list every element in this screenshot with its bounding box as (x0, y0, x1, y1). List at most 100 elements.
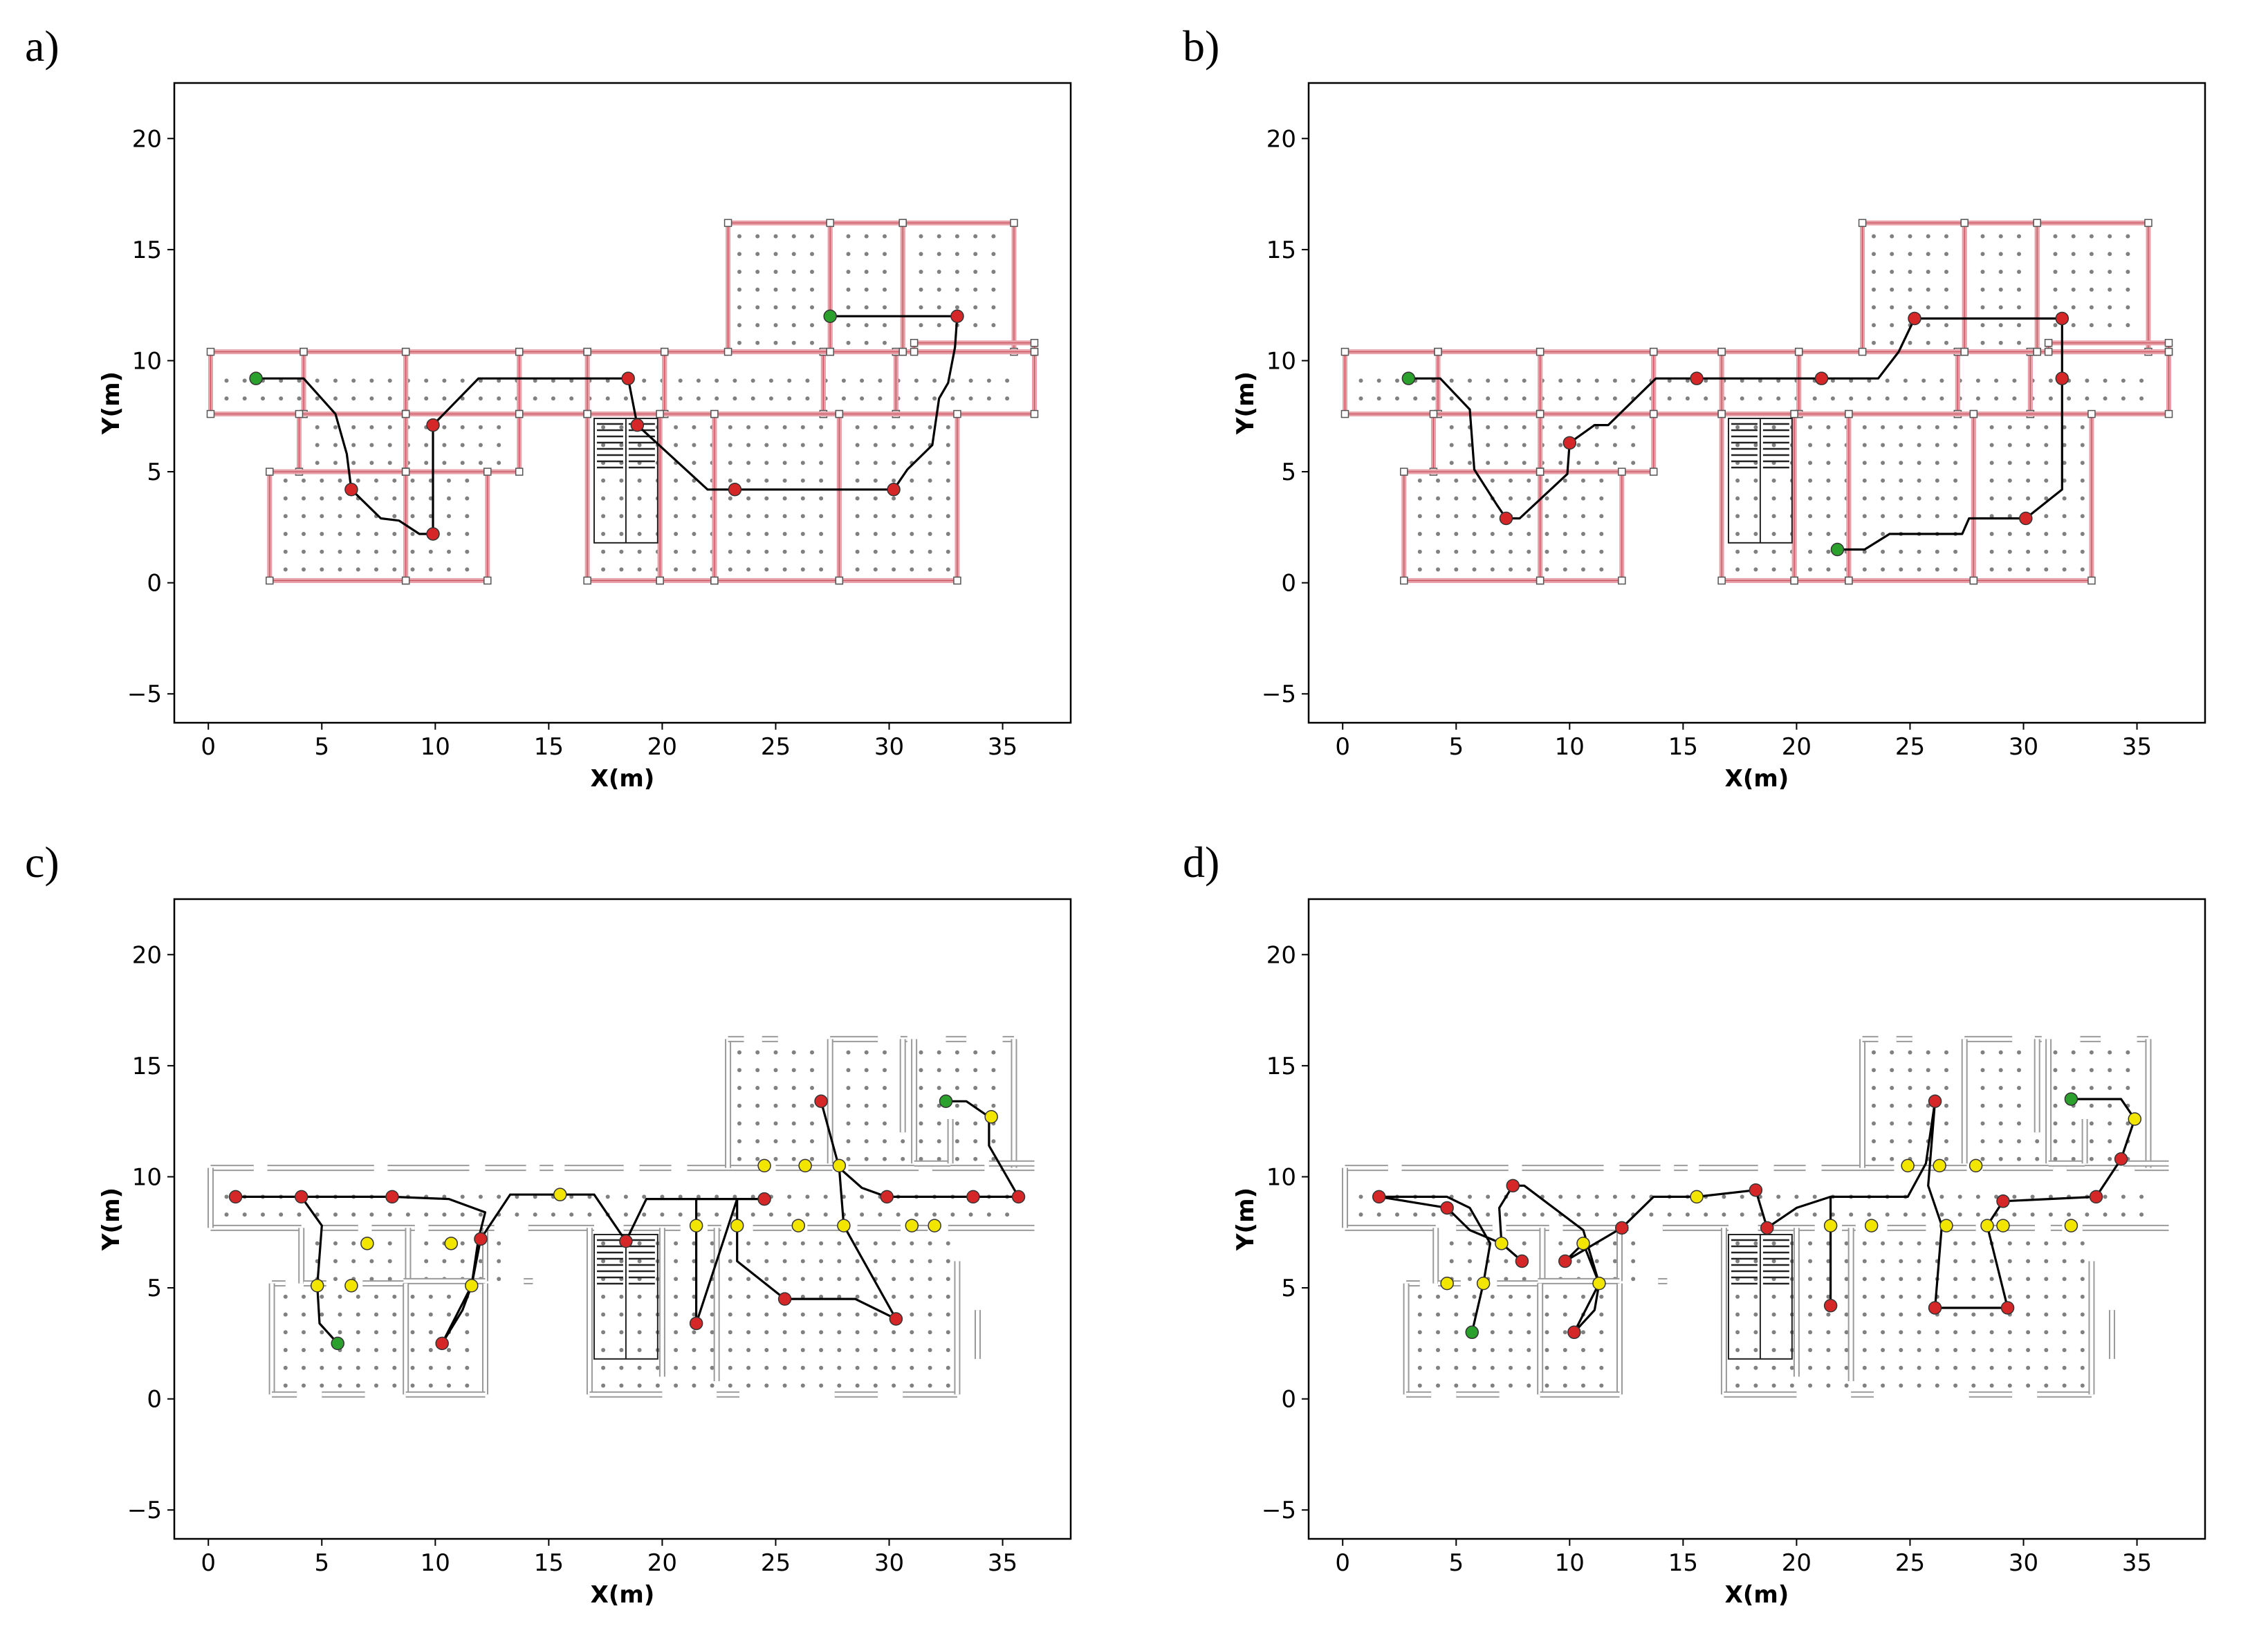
chart-c: 0 5 10 15 20 25 30 35 −5 0 5 10 15 20 X(m) Y(m) (98, 898, 1072, 1609)
x-tick-label: 35 (988, 1549, 1017, 1577)
x-tick-label: 15 (1668, 1549, 1698, 1577)
room-outline (2027, 349, 2172, 417)
y-tick-label: 0 (147, 570, 162, 598)
room-outline (1962, 220, 2040, 355)
room-outline (893, 349, 1038, 417)
x-axis-label: X(m) (1725, 765, 1789, 793)
waypoint (1499, 511, 1513, 526)
door-point (2128, 1112, 2142, 1126)
waypoint (1928, 1301, 1942, 1315)
y-tick-label: 20 (1266, 941, 1296, 969)
panel-b: b) 0 5 10 15 20 25 30 35 −5 0 5 10 15 20 X(m) Y(m) (1134, 0, 2262, 816)
x-tick-label: 30 (2009, 1549, 2038, 1577)
plot-frame (173, 898, 1072, 1540)
waypoint (1928, 1094, 1942, 1109)
waypoint (474, 1232, 488, 1246)
door-point (791, 1219, 806, 1232)
door-point (928, 1219, 941, 1232)
x-tick-label: 20 (647, 1549, 677, 1577)
room-outline (662, 349, 826, 417)
door-point (1592, 1276, 1606, 1291)
room-outline (820, 349, 898, 417)
panel-a: a) 0 5 10 15 20 25 30 35 −5 0 5 10 15 20 X(m) Y(m) (0, 0, 1127, 816)
door-point (344, 1279, 358, 1293)
door-point (465, 1279, 479, 1293)
x-tick-label: 10 (1555, 733, 1585, 761)
waypoint (344, 483, 358, 497)
waypoint (777, 1292, 792, 1306)
plot-frame (1307, 898, 2206, 1540)
x-axis-label: X(m) (591, 1581, 655, 1609)
x-tick-label: 5 (1448, 733, 1464, 761)
y-tick-label: −5 (127, 681, 162, 708)
start-point (939, 1094, 953, 1109)
waypoint (2114, 1152, 2128, 1166)
waypoint (1690, 371, 1704, 385)
door-point (984, 1110, 998, 1124)
x-tick-label: 10 (1555, 1549, 1585, 1577)
x-tick-label: 25 (1895, 1549, 1925, 1577)
y-tick-label: 15 (1266, 237, 1296, 264)
y-tick-label: 5 (147, 1275, 162, 1302)
room-outline (726, 220, 833, 355)
door-point (310, 1279, 324, 1293)
door-point (1901, 1158, 1915, 1173)
y-tick-label: 0 (1281, 570, 1296, 598)
y-tick-label: 5 (1281, 1275, 1296, 1302)
panel-label-b: b) (1183, 21, 1220, 71)
waypoint (385, 1190, 399, 1204)
route-path (1408, 317, 2063, 551)
x-tick-label: 15 (534, 1549, 564, 1577)
x-axis-label: X(m) (591, 765, 655, 793)
waypoint (814, 1094, 828, 1109)
room-outline (657, 412, 717, 583)
waypoint (1440, 1201, 1454, 1215)
door-point (360, 1237, 374, 1250)
waypoint (621, 371, 635, 385)
waypoint (2055, 371, 2069, 385)
waypoint (880, 1190, 894, 1204)
start-point (249, 371, 263, 385)
start-point (1401, 371, 1416, 385)
y-axis-label: Y(m) (1232, 1188, 1260, 1251)
panel-label-a: a) (25, 21, 59, 71)
door-point (553, 1188, 567, 1201)
x-tick-label: 10 (421, 733, 450, 761)
x-tick-label: 0 (201, 1549, 216, 1577)
x-tick-label: 5 (314, 1549, 329, 1577)
y-tick-label: 10 (1266, 347, 1296, 375)
y-tick-label: 20 (1266, 125, 1296, 153)
door-point (1576, 1237, 1590, 1250)
waypoint (2055, 311, 2069, 326)
y-tick-label: 0 (147, 1386, 162, 1414)
waypoint (294, 1190, 308, 1204)
waypoint (1506, 1179, 1520, 1193)
room-outline (900, 220, 1017, 355)
waypoint (757, 1192, 771, 1206)
door-point (832, 1158, 847, 1173)
door-point (837, 1219, 851, 1232)
panel-c: c) 0 5 10 15 20 25 30 35 −5 0 5 10 15 20 X(m) Y(m) (0, 816, 1127, 1632)
room-outline (827, 220, 905, 355)
room-outline (301, 349, 409, 417)
waypoint (1372, 1190, 1386, 1204)
waypoint (1011, 1190, 1026, 1204)
x-tick-label: 20 (1782, 733, 1811, 761)
room-outline (403, 469, 490, 583)
waypoint (1567, 1325, 1581, 1340)
x-tick-label: 5 (1448, 1549, 1464, 1577)
floor-plan (206, 219, 1039, 585)
door-point (1980, 1219, 1994, 1232)
x-tick-label: 5 (314, 733, 329, 761)
waypoint (1562, 436, 1577, 450)
chart-d: 0 5 10 15 20 25 30 35 −5 0 5 10 15 20 X(m) Y(m) (1232, 898, 2206, 1609)
x-tick-label: 0 (201, 733, 216, 761)
room-outline (1342, 349, 1441, 417)
room-outline (2034, 220, 2151, 355)
door-point (1495, 1237, 1509, 1250)
plot-frame (1307, 82, 2206, 724)
y-tick-label: 15 (132, 237, 162, 264)
x-tick-label: 35 (988, 733, 1017, 761)
y-tick-label: 20 (132, 125, 162, 153)
room-outline (1719, 412, 1797, 583)
